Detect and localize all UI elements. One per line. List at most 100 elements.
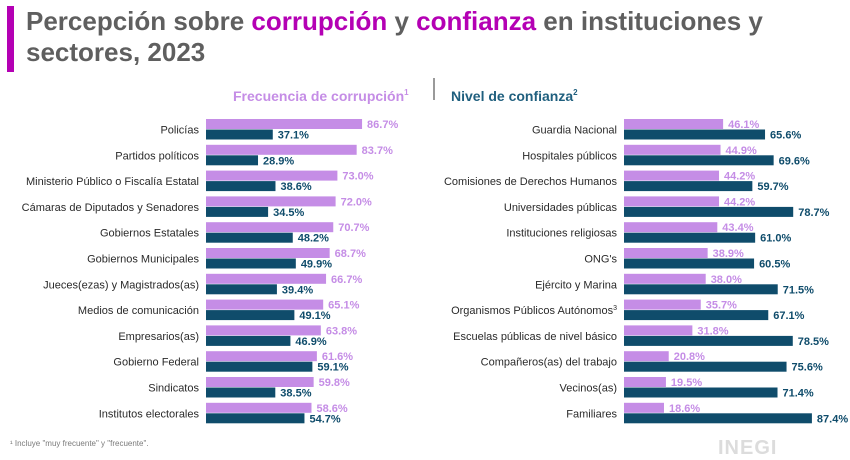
category-label: Vecinos(as) [560,383,617,395]
legend-corrupcion-footnote-mark: 1 [404,88,409,97]
bar-confianza [206,310,295,321]
bar-frecuencia [206,196,336,207]
bar-confianza [624,413,812,424]
bar-confianza [206,284,277,295]
data-label: 43.4% [722,222,753,234]
data-label: 78.5% [798,336,829,348]
data-label: 49.9% [301,259,332,271]
bar-frecuencia [624,170,720,181]
data-label: 59.8% [319,377,350,389]
category-label: Institutos electorales [99,408,200,420]
bar-confianza [624,284,778,295]
category-label: Sindicatos [148,383,199,395]
data-label: 39.4% [282,284,313,296]
data-label: 75.6% [792,362,823,374]
legend-confianza-footnote-mark: 2 [573,88,578,97]
bar-frecuencia [206,119,363,129]
bar-confianza [206,129,273,140]
legend-confianza-label: Nivel de confianza [451,88,574,104]
bar-confianza [624,206,794,217]
bar-confianza [206,387,276,398]
paired-bar-charts: Policías 86.7% 37.1% Partidos políticos 83.7… [22,119,848,425]
bar-frecuencia [624,402,664,413]
data-label: 59.7% [757,181,788,193]
data-label: 48.2% [298,233,329,245]
data-label: 28.9% [263,155,294,167]
title-part-1: Percepción sobre [26,6,252,36]
bar-frecuencia [624,144,721,155]
data-label: 65.1% [328,300,359,312]
category-label: Policías [160,125,199,137]
data-label: 44.2% [724,171,755,183]
bar-frecuencia [206,325,321,336]
legend-confianza: Nivel de confianza2 [451,88,578,104]
category-label: Ministerio Público o Fiscalía Estatal [26,176,199,188]
data-label: 20.8% [674,351,705,363]
data-label: 72.0% [341,196,372,208]
data-label: 18.6% [669,403,700,415]
data-label: 44.9% [726,145,757,157]
data-label: 31.8% [697,325,728,337]
category-label: Empresarios(as) [118,331,199,343]
bar-frecuencia [206,248,330,258]
data-label: 54.7% [309,413,340,425]
bar-confianza [206,335,291,346]
data-label: 61.6% [322,351,353,363]
bar-confianza [206,155,259,166]
category-label: Jueces(ezas) y Magistrados(as) [43,279,199,291]
bar-confianza [624,232,756,243]
data-label: 34.5% [273,207,304,219]
bar-frecuencia [206,351,317,362]
category-label: Partidos políticos [115,150,199,162]
data-label: 49.1% [299,310,330,322]
bar-confianza [624,258,755,269]
bar-frecuencia [624,119,724,129]
data-label: 87.4% [817,413,848,425]
data-label: 69.6% [779,155,810,167]
data-label: 60.5% [759,259,790,271]
data-label: 66.7% [331,274,362,286]
title-part-2: y [387,6,417,36]
bar-frecuencia [206,377,314,387]
chart-confianza: Guardia Nacional 46.1% 65.6% Hospitales púb… [444,119,848,425]
category-label: Hospitales públicos [522,150,617,162]
title-accent-bar [7,6,14,72]
category-label: Escuelas públicas de nivel básico [453,331,617,343]
legend-corrupcion-label: Frecuencia de corrupción [233,88,405,104]
data-label: 37.1% [278,130,309,142]
bar-frecuencia [206,170,338,181]
chart-corrupcion: Policías 86.7% 37.1% Partidos políticos 83.7… [22,119,398,425]
bar-confianza [206,232,293,243]
bar-confianza [206,206,269,217]
bar-confianza [624,181,753,192]
data-label: 68.7% [335,248,366,260]
category-label: Guardia Nacional [532,125,617,137]
data-label: 19.5% [671,377,702,389]
data-label: 59.1% [317,362,348,374]
category-label: Cámaras de Diputados y Senadores [22,202,200,214]
title-highlight-corrupcion: corrupción [251,6,388,36]
bar-frecuencia [206,299,324,310]
category-label: Gobierno Federal [113,357,199,369]
bar-confianza [624,361,787,372]
page-title: Percepción sobre corrupción y confianza … [26,6,846,68]
category-label: Compañeros(as) del trabajo [481,357,617,369]
bar-frecuencia [624,325,693,336]
category-label: Organismos Públicos Autónomos3 [451,305,617,317]
bar-confianza [624,129,766,140]
category-label: Medios de comunicación [78,305,199,317]
data-label: 46.9% [295,336,326,348]
data-label: 61.0% [760,233,791,245]
bar-frecuencia [206,144,357,155]
data-label: 38.0% [711,274,742,286]
data-label: 63.8% [326,325,357,337]
data-label: 58.6% [316,403,347,415]
category-label: Comisiones de Derechos Humanos [444,176,618,188]
bar-frecuencia [624,377,666,387]
bar-confianza [206,181,276,192]
bar-frecuencia [624,273,706,284]
data-label: 78.7% [798,207,829,219]
category-label: Universidades públicas [504,202,618,214]
bar-frecuencia [624,196,720,207]
category-label: Familiares [566,408,617,420]
